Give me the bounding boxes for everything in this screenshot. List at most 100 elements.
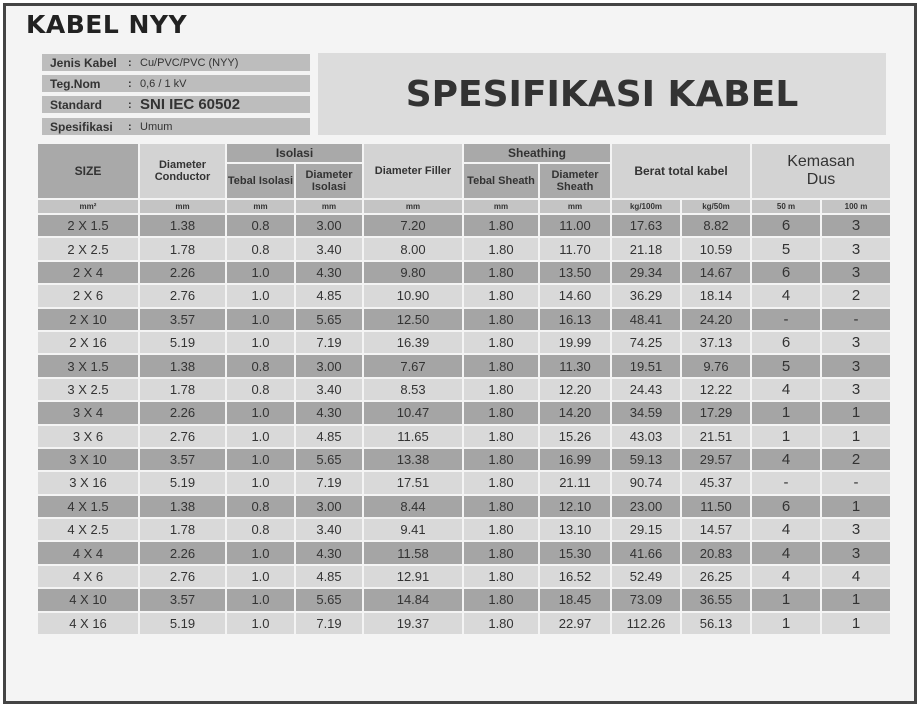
header-diameter-conductor: Diameter Conductor — [140, 144, 225, 198]
info-key: Standard — [50, 97, 103, 112]
table-cell: 41.66 — [612, 542, 680, 564]
table-cell: 3 X 1.5 — [38, 355, 138, 377]
table-cell: 1.78 — [140, 238, 225, 260]
table-cell: 1.80 — [464, 378, 538, 401]
table-cell: 90.74 — [612, 472, 680, 494]
header-diameter-filler: Diameter Filler — [364, 144, 462, 198]
info-colon: : — [128, 56, 132, 69]
table-cell: 56.13 — [682, 612, 750, 635]
table-cell: 4 X 10 — [38, 589, 138, 611]
table-cell: 1.80 — [464, 331, 538, 354]
table-cell: 1 — [822, 425, 890, 447]
table-cell: 29.57 — [682, 448, 750, 471]
table-cell: 34.59 — [612, 402, 680, 424]
table-row: 2 X 2.5 1.78 0.8 3.40 8.00 1.80 11.70 21.18 10.5… — [38, 238, 890, 260]
table-cell: 4 — [752, 285, 820, 307]
table-cell: 4 — [752, 519, 820, 541]
table-cell: 0.8 — [227, 519, 294, 541]
banner-title: SPESIFIKASI KABEL — [318, 53, 886, 135]
table-cell: 11.65 — [364, 425, 462, 447]
table-cell: 14.20 — [540, 402, 610, 424]
table-row: 2 X 6 2.76 1.0 4.85 10.90 1.80 14.60 36.29 18.14… — [38, 285, 890, 307]
info-key: Teg.Nom — [50, 76, 101, 91]
table-cell: 0.8 — [227, 355, 294, 377]
table-cell: 9.76 — [682, 355, 750, 377]
table-cell: 5 — [752, 355, 820, 377]
unit-label: mm — [464, 200, 538, 213]
table-cell: 4 X 6 — [38, 565, 138, 588]
table-cell: 16.13 — [540, 308, 610, 330]
table-cell: 5.65 — [296, 589, 362, 611]
table-cell: 17.63 — [612, 215, 680, 237]
unit-label: mm — [364, 200, 462, 213]
table-row: 4 X 2.5 1.78 0.8 3.40 9.41 1.80 13.10 29.15 14.5… — [38, 519, 890, 541]
table-cell: 3 — [822, 238, 890, 260]
table-cell: 2.76 — [140, 565, 225, 588]
table-cell: 29.34 — [612, 261, 680, 284]
info-row: Standard: SNI IEC 60502 — [42, 96, 310, 113]
table-cell: 19.51 — [612, 355, 680, 377]
table-cell: 3 — [822, 378, 890, 401]
table-cell: 1.80 — [464, 542, 538, 564]
table-cell: 1 — [822, 589, 890, 611]
table-cell: 8.44 — [364, 495, 462, 518]
table-cell: 3.40 — [296, 238, 362, 260]
table-cell: 5.65 — [296, 448, 362, 471]
table-row: 2 X 4 2.26 1.0 4.30 9.80 1.80 13.50 29.34 14.67 6… — [38, 261, 890, 284]
table-cell: 3.57 — [140, 308, 225, 330]
table-cell: 7.19 — [296, 331, 362, 354]
table-cell: 2.26 — [140, 261, 225, 284]
table-cell: 4.30 — [296, 261, 362, 284]
table-cell: 4.30 — [296, 542, 362, 564]
table-cell: 3.57 — [140, 589, 225, 611]
info-key: Spesifikasi — [50, 119, 113, 134]
table-cell: 12.20 — [540, 378, 610, 401]
table-cell: 16.52 — [540, 565, 610, 588]
table-cell: 1 — [752, 402, 820, 424]
unit-label: kg/50m — [682, 200, 750, 213]
table-cell: 4 — [752, 378, 820, 401]
table-cell: 1.80 — [464, 308, 538, 330]
header-berat: Berat total kabel — [612, 144, 750, 198]
table-cell: 52.49 — [612, 565, 680, 588]
spec-table: SIZE Diameter Conductor Isolasi Diameter… — [36, 142, 892, 636]
table-cell: 24.20 — [682, 308, 750, 330]
table-cell: 1.78 — [140, 519, 225, 541]
table-cell: 48.41 — [612, 308, 680, 330]
table-cell: 3 X 16 — [38, 472, 138, 494]
info-colon: : — [128, 98, 132, 111]
table-cell: 26.25 — [682, 565, 750, 588]
table-cell: 3.40 — [296, 519, 362, 541]
header-kemasan: Kemasan Dus — [752, 144, 890, 198]
info-row: Spesifikasi: Umum — [42, 118, 310, 135]
table-cell: 1.0 — [227, 308, 294, 330]
table-cell: 17.51 — [364, 472, 462, 494]
table-cell: 3.00 — [296, 215, 362, 237]
table-cell: 1.80 — [464, 425, 538, 447]
table-cell: 112.26 — [612, 612, 680, 635]
table-cell: 15.30 — [540, 542, 610, 564]
header-sheathing: Sheathing — [464, 144, 610, 162]
table-cell: 1.80 — [464, 565, 538, 588]
table-cell: 8.00 — [364, 238, 462, 260]
header-tebal-isolasi: Tebal Isolasi — [227, 164, 294, 198]
table-cell: 1.0 — [227, 402, 294, 424]
table-cell: 19.99 — [540, 331, 610, 354]
table-row: 3 X 10 3.57 1.0 5.65 13.38 1.80 16.99 59.13 29.5… — [38, 448, 890, 471]
table-cell: 5.19 — [140, 331, 225, 354]
table-cell: 1.80 — [464, 589, 538, 611]
table-cell: 1.80 — [464, 402, 538, 424]
table-cell: 3 — [822, 331, 890, 354]
table-cell: 23.00 — [612, 495, 680, 518]
table-cell: 1.80 — [464, 261, 538, 284]
table-cell: 1.80 — [464, 495, 538, 518]
table-cell: 1.80 — [464, 355, 538, 377]
table-cell: 2 X 10 — [38, 308, 138, 330]
header-tebal-sheath: Tebal Sheath — [464, 164, 538, 198]
table-cell: 1.0 — [227, 472, 294, 494]
table-cell: 21.51 — [682, 425, 750, 447]
table-cell: 6 — [752, 331, 820, 354]
table-cell: 12.10 — [540, 495, 610, 518]
table-cell: 1.38 — [140, 495, 225, 518]
info-value: SNI IEC 60502 — [140, 96, 241, 113]
